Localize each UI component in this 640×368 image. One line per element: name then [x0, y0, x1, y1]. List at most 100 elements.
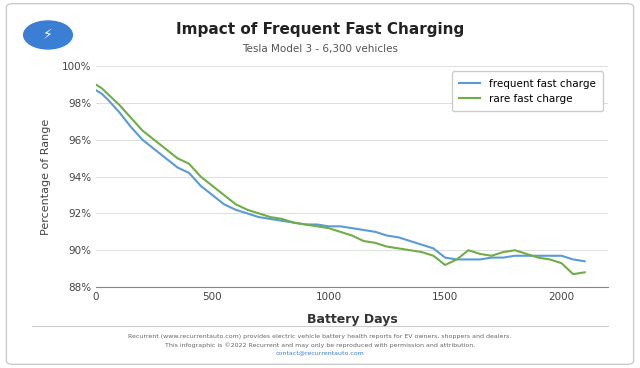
frequent fast charge — [418, 243, 426, 247]
rare fast charge — [220, 193, 228, 197]
rare fast charge — [104, 92, 111, 96]
frequent fast charge — [371, 230, 379, 234]
frequent fast charge — [150, 147, 158, 151]
rare fast charge — [255, 211, 263, 216]
rare fast charge — [301, 222, 309, 227]
frequent fast charge — [185, 171, 193, 175]
frequent fast charge — [162, 156, 170, 160]
frequent fast charge — [290, 220, 298, 225]
Text: Recurrent (www.recurrentauto.com) provides electric vehicle battery health repor: Recurrent (www.recurrentauto.com) provid… — [129, 334, 511, 339]
rare fast charge — [115, 103, 123, 107]
rare fast charge — [92, 82, 100, 87]
frequent fast charge — [395, 235, 403, 240]
rare fast charge — [557, 261, 565, 265]
frequent fast charge — [406, 239, 414, 243]
rare fast charge — [197, 174, 205, 179]
rare fast charge — [337, 230, 344, 234]
frequent fast charge — [546, 254, 554, 258]
frequent fast charge — [465, 257, 472, 262]
frequent fast charge — [476, 257, 484, 262]
frequent fast charge — [197, 184, 205, 188]
frequent fast charge — [429, 246, 437, 251]
rare fast charge — [209, 184, 216, 188]
rare fast charge — [499, 250, 507, 254]
frequent fast charge — [115, 110, 123, 114]
FancyBboxPatch shape — [6, 4, 634, 364]
frequent fast charge — [255, 215, 263, 219]
frequent fast charge — [325, 224, 333, 229]
rare fast charge — [418, 250, 426, 254]
rare fast charge — [290, 220, 298, 225]
rare fast charge — [395, 246, 403, 251]
rare fast charge — [232, 202, 239, 206]
rare fast charge — [511, 248, 519, 252]
Text: ⚡: ⚡ — [43, 28, 53, 42]
frequent fast charge — [232, 208, 239, 212]
rare fast charge — [546, 257, 554, 262]
frequent fast charge — [581, 259, 589, 263]
rare fast charge — [534, 255, 542, 260]
frequent fast charge — [360, 228, 367, 232]
rare fast charge — [465, 248, 472, 252]
frequent fast charge — [209, 193, 216, 197]
frequent fast charge — [499, 255, 507, 260]
Line: frequent fast charge: frequent fast charge — [96, 90, 585, 261]
rare fast charge — [581, 270, 589, 275]
Line: rare fast charge: rare fast charge — [96, 85, 585, 274]
rare fast charge — [348, 233, 356, 238]
rare fast charge — [150, 138, 158, 142]
frequent fast charge — [104, 97, 111, 102]
rare fast charge — [162, 147, 170, 151]
frequent fast charge — [383, 233, 391, 238]
Text: Tesla Model 3 - 6,300 vehicles: Tesla Model 3 - 6,300 vehicles — [242, 43, 398, 54]
frequent fast charge — [278, 219, 286, 223]
frequent fast charge — [523, 254, 531, 258]
rare fast charge — [139, 128, 147, 133]
rare fast charge — [453, 257, 461, 262]
Circle shape — [24, 21, 72, 49]
rare fast charge — [243, 208, 251, 212]
frequent fast charge — [173, 165, 181, 170]
frequent fast charge — [441, 255, 449, 260]
frequent fast charge — [313, 222, 321, 227]
rare fast charge — [441, 263, 449, 267]
Text: contact@recurrentauto.com: contact@recurrentauto.com — [276, 351, 364, 356]
frequent fast charge — [243, 211, 251, 216]
frequent fast charge — [92, 88, 100, 92]
frequent fast charge — [139, 138, 147, 142]
Text: Impact of Frequent Fast Charging: Impact of Frequent Fast Charging — [176, 22, 464, 37]
frequent fast charge — [488, 255, 495, 260]
frequent fast charge — [267, 217, 275, 221]
rare fast charge — [360, 239, 367, 243]
Text: This infographic is ©2022 Recurrent and may only be reproduced with permission a: This infographic is ©2022 Recurrent and … — [165, 342, 475, 348]
rare fast charge — [383, 244, 391, 249]
frequent fast charge — [348, 226, 356, 230]
rare fast charge — [429, 254, 437, 258]
Legend: frequent fast charge, rare fast charge: frequent fast charge, rare fast charge — [452, 71, 603, 111]
rare fast charge — [98, 86, 106, 91]
Y-axis label: Percentage of Range: Percentage of Range — [40, 118, 51, 235]
rare fast charge — [569, 272, 577, 276]
rare fast charge — [278, 217, 286, 221]
rare fast charge — [476, 252, 484, 256]
frequent fast charge — [511, 254, 519, 258]
frequent fast charge — [301, 222, 309, 227]
frequent fast charge — [534, 254, 542, 258]
rare fast charge — [406, 248, 414, 252]
rare fast charge — [173, 156, 181, 160]
rare fast charge — [313, 224, 321, 229]
rare fast charge — [127, 116, 135, 120]
frequent fast charge — [98, 92, 106, 96]
frequent fast charge — [453, 257, 461, 262]
rare fast charge — [523, 252, 531, 256]
rare fast charge — [371, 241, 379, 245]
frequent fast charge — [220, 202, 228, 206]
frequent fast charge — [337, 224, 344, 229]
rare fast charge — [267, 215, 275, 219]
rare fast charge — [185, 162, 193, 166]
rare fast charge — [325, 226, 333, 230]
frequent fast charge — [127, 125, 135, 129]
frequent fast charge — [557, 254, 565, 258]
frequent fast charge — [569, 257, 577, 262]
rare fast charge — [488, 254, 495, 258]
